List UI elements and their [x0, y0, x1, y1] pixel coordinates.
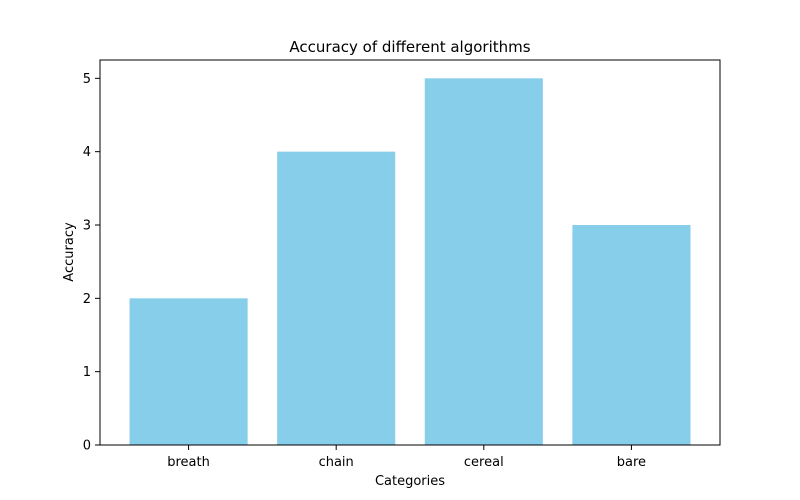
- bar-chain: [277, 151, 396, 446]
- y-tick-label: 2: [83, 292, 91, 307]
- y-tick-label: 1: [83, 365, 91, 380]
- y-axis: 0 1 2 3 4 5: [83, 72, 100, 454]
- bars-group: [129, 78, 691, 446]
- plot-frame: [99, 59, 721, 446]
- x-tick-label-breath: breath: [167, 455, 210, 470]
- bar-breath: [129, 298, 248, 445]
- y-tick-label: 3: [83, 219, 91, 234]
- bar-bare: [572, 225, 691, 445]
- y-axis-label: Accuracy: [62, 222, 77, 282]
- y-tick-label: 0: [83, 439, 91, 454]
- bar-cereal: [424, 78, 543, 445]
- x-tick-label-chain: chain: [319, 455, 354, 470]
- chart-title: Accuracy of different algorithms: [289, 38, 530, 56]
- y-tick-label: 5: [83, 72, 91, 87]
- x-tick-label-cereal: cereal: [464, 455, 504, 470]
- y-tick-label: 4: [83, 145, 91, 160]
- x-axis-label: Categories: [375, 474, 445, 489]
- x-axis: breath chain cereal bare: [167, 445, 646, 470]
- x-tick-label-bare: bare: [617, 455, 646, 470]
